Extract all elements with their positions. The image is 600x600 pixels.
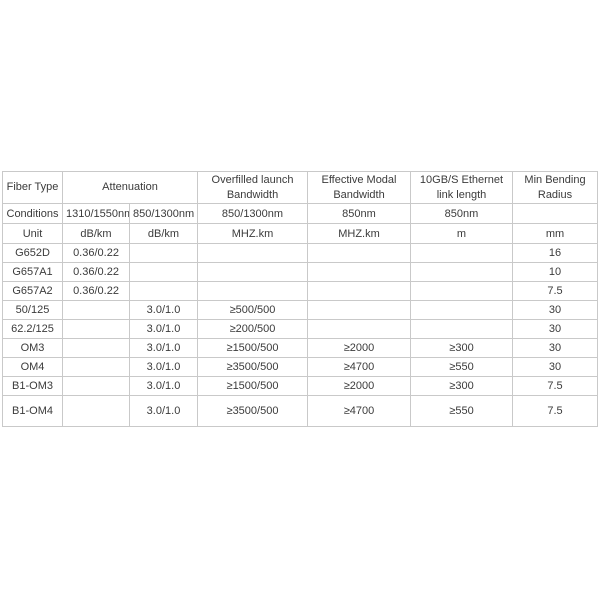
table-cell: 7.5 xyxy=(512,395,598,427)
fiber-row-om4: OM4 3.0/1.0 ≥3500/500 ≥4700 ≥550 30 xyxy=(2,357,598,377)
conditions-row: Conditions 1310/1550nm 850/1300nm 850/13… xyxy=(2,203,598,224)
row-label-cell: G657A1 xyxy=(2,262,63,282)
header-min-bending-radius: Min Bending Radius xyxy=(512,171,598,204)
fiber-row-b1-om3: B1-OM3 3.0/1.0 ≥1500/500 ≥2000 ≥300 7.5 xyxy=(2,376,598,396)
table-cell: 850/1300nm xyxy=(197,203,308,224)
table-cell: ≥2000 xyxy=(307,338,411,358)
table-cell: ≥3500/500 xyxy=(197,357,308,377)
fiber-row-50-125: 50/125 3.0/1.0 ≥500/500 30 xyxy=(2,300,598,320)
row-label-cell: Unit xyxy=(2,223,63,244)
table-cell: 850nm xyxy=(410,203,513,224)
table-cell: ≥200/500 xyxy=(197,319,308,339)
table-cell: 16 xyxy=(512,243,598,263)
table-cell: 10 xyxy=(512,262,598,282)
table-cell: dB/km xyxy=(62,223,130,244)
fiber-row-om3: OM3 3.0/1.0 ≥1500/500 ≥2000 ≥300 30 xyxy=(2,338,598,358)
row-label-cell: B1-OM4 xyxy=(2,395,63,427)
table-cell xyxy=(62,338,130,358)
fiber-row-g652d: G652D 0.36/0.22 16 xyxy=(2,243,598,263)
table-cell xyxy=(197,243,308,263)
row-label-cell: 50/125 xyxy=(2,300,63,320)
table-cell: 0.36/0.22 xyxy=(62,262,130,282)
unit-row: Unit dB/km dB/km MHZ.km MHZ.km m mm xyxy=(2,223,598,244)
fiber-row-b1-om4: B1-OM4 3.0/1.0 ≥3500/500 ≥4700 ≥550 7.5 xyxy=(2,395,598,427)
table-cell: m xyxy=(410,223,513,244)
table-cell xyxy=(62,319,130,339)
table-cell: MHZ.km xyxy=(307,223,411,244)
table-cell: 7.5 xyxy=(512,376,598,396)
table-cell xyxy=(307,281,411,301)
table-cell: ≥4700 xyxy=(307,357,411,377)
fiber-row-62-2-125: 62.2/125 3.0/1.0 ≥200/500 30 xyxy=(2,319,598,339)
fiber-row-g657a2: G657A2 0.36/0.22 7.5 xyxy=(2,281,598,301)
table-cell: 3.0/1.0 xyxy=(129,395,198,427)
row-label-cell: 62.2/125 xyxy=(2,319,63,339)
table-cell: ≥550 xyxy=(410,357,513,377)
header-effective-modal-bandwidth: Effective Modal Bandwidth xyxy=(307,171,411,204)
table-cell xyxy=(307,319,411,339)
table-cell xyxy=(197,262,308,282)
table-cell xyxy=(410,243,513,263)
table-cell: ≥4700 xyxy=(307,395,411,427)
table-cell: 3.0/1.0 xyxy=(129,357,198,377)
row-label-cell: OM4 xyxy=(2,357,63,377)
table-cell: 3.0/1.0 xyxy=(129,300,198,320)
row-label-cell: B1-OM3 xyxy=(2,376,63,396)
row-label-cell: G652D xyxy=(2,243,63,263)
table-cell xyxy=(512,203,598,224)
header-overfilled-bandwidth: Overfilled launch Bandwidth xyxy=(197,171,308,204)
fiber-row-g657a1: G657A1 0.36/0.22 10 xyxy=(2,262,598,282)
fiber-spec-table-container: Fiber Type Attenuation Overfilled launch… xyxy=(2,171,598,427)
table-cell: 7.5 xyxy=(512,281,598,301)
table-cell: 3.0/1.0 xyxy=(129,338,198,358)
fiber-spec-table: Fiber Type Attenuation Overfilled launch… xyxy=(2,171,598,427)
table-cell xyxy=(129,243,198,263)
table-cell: 3.0/1.0 xyxy=(129,319,198,339)
table-cell: 1310/1550nm xyxy=(62,203,130,224)
table-cell: 30 xyxy=(512,300,598,320)
table-cell xyxy=(410,262,513,282)
table-cell: ≥300 xyxy=(410,338,513,358)
table-cell: ≥1500/500 xyxy=(197,376,308,396)
table-cell xyxy=(62,395,130,427)
table-cell xyxy=(197,281,308,301)
table-cell: MHZ.km xyxy=(197,223,308,244)
table-cell: ≥550 xyxy=(410,395,513,427)
table-cell: 0.36/0.22 xyxy=(62,281,130,301)
table-cell: mm xyxy=(512,223,598,244)
table-cell xyxy=(307,300,411,320)
table-cell: 30 xyxy=(512,319,598,339)
table-cell: 0.36/0.22 xyxy=(62,243,130,263)
table-cell xyxy=(307,243,411,263)
table-cell: ≥2000 xyxy=(307,376,411,396)
table-cell: 3.0/1.0 xyxy=(129,376,198,396)
table-cell xyxy=(62,376,130,396)
row-label-cell: G657A2 xyxy=(2,281,63,301)
table-cell xyxy=(129,281,198,301)
table-cell xyxy=(62,300,130,320)
row-label-cell: OM3 xyxy=(2,338,63,358)
table-cell: 850nm xyxy=(307,203,411,224)
table-cell: ≥1500/500 xyxy=(197,338,308,358)
table-cell: 30 xyxy=(512,357,598,377)
table-cell xyxy=(62,357,130,377)
table-cell: dB/km xyxy=(129,223,198,244)
table-cell xyxy=(410,281,513,301)
header-row: Fiber Type Attenuation Overfilled launch… xyxy=(2,171,598,204)
table-cell: 850/1300nm xyxy=(129,203,198,224)
row-label-cell: Conditions xyxy=(2,203,63,224)
table-cell: ≥500/500 xyxy=(197,300,308,320)
header-fiber-type: Fiber Type xyxy=(2,171,63,204)
table-cell xyxy=(129,262,198,282)
table-cell: 30 xyxy=(512,338,598,358)
header-attenuation: Attenuation xyxy=(62,171,198,204)
table-cell xyxy=(410,319,513,339)
table-cell xyxy=(410,300,513,320)
header-ethernet-link-length: 10GB/S Ethernet link length xyxy=(410,171,513,204)
table-cell xyxy=(307,262,411,282)
table-cell: ≥3500/500 xyxy=(197,395,308,427)
table-cell: ≥300 xyxy=(410,376,513,396)
